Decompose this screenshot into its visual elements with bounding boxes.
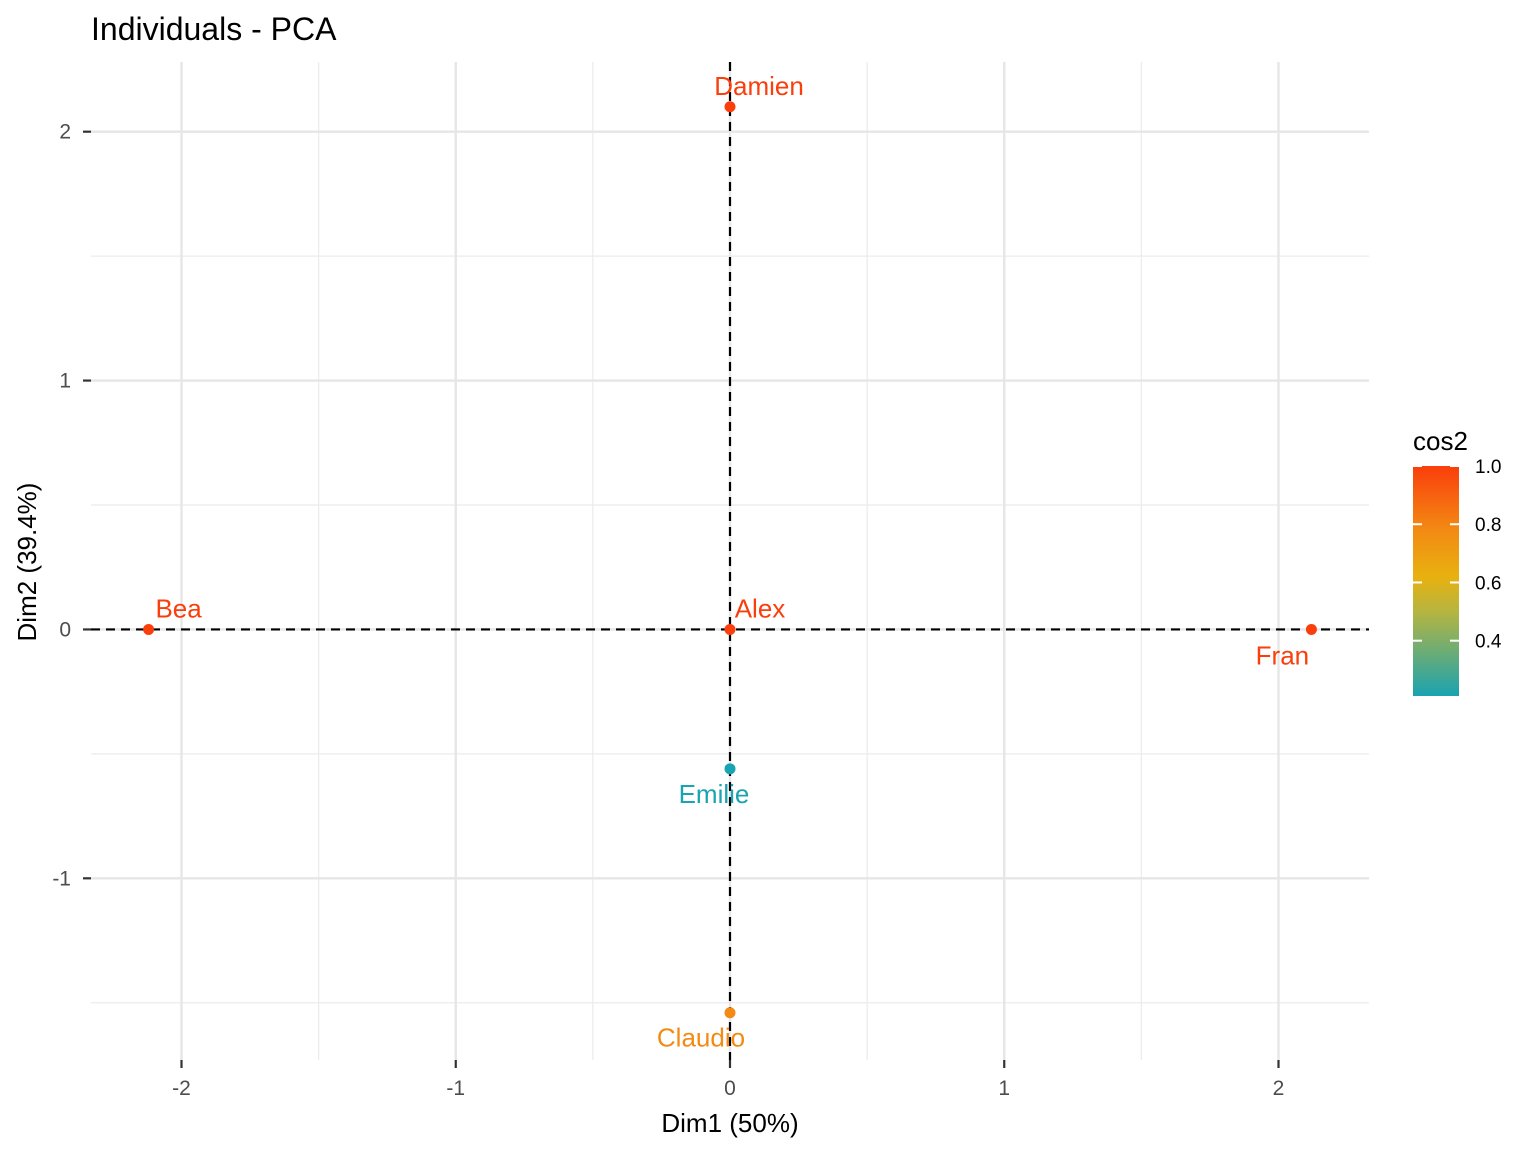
y-tick-label: 0 [59, 618, 71, 641]
legend-colorbar [1413, 466, 1459, 696]
point-label-alex: Alex [735, 593, 786, 623]
legend: cos2 1.0 0.8 0.6 0.4 [1413, 426, 1502, 696]
x-tick-label: 0 [724, 1077, 736, 1100]
point-label-fran: Fran [1256, 640, 1309, 670]
point-alex [724, 623, 736, 635]
x-axis-title: Dim1 (50%) [661, 1108, 798, 1138]
x-tick-label: -1 [446, 1077, 465, 1100]
axes: -2 -1 0 1 2 -1 0 1 2 [52, 121, 1284, 1100]
point-label-bea: Bea [155, 593, 202, 623]
point-bea [143, 623, 155, 635]
point-label-emilie: Emilie [679, 779, 750, 809]
point-label-damien: Damien [714, 71, 804, 101]
point-labels: Alex Bea Claudio Damien Emilie Fran [155, 71, 1309, 1053]
y-axis-title: Dim2 (39.4%) [12, 483, 42, 642]
y-tick-label: 1 [59, 370, 71, 393]
point-claudio [724, 1007, 736, 1019]
point-label-claudio: Claudio [657, 1023, 745, 1053]
x-tick-label: 2 [1273, 1077, 1285, 1100]
legend-title: cos2 [1413, 426, 1468, 456]
x-tick-label: -2 [172, 1077, 191, 1100]
point-damien [724, 101, 736, 113]
point-emilie [724, 763, 736, 775]
points [143, 101, 1317, 1019]
chart-title: Individuals - PCA [91, 11, 337, 47]
point-fran [1305, 623, 1317, 635]
y-tick-label: -1 [52, 867, 71, 890]
x-tick-label: 1 [998, 1077, 1010, 1100]
legend-tick-label: 0.8 [1475, 515, 1501, 536]
legend-tick-label: 0.4 [1475, 632, 1502, 653]
legend-tick-label: 0.6 [1475, 573, 1501, 594]
legend-tick-label: 1.0 [1475, 457, 1501, 478]
y-tick-label: 2 [59, 121, 71, 144]
